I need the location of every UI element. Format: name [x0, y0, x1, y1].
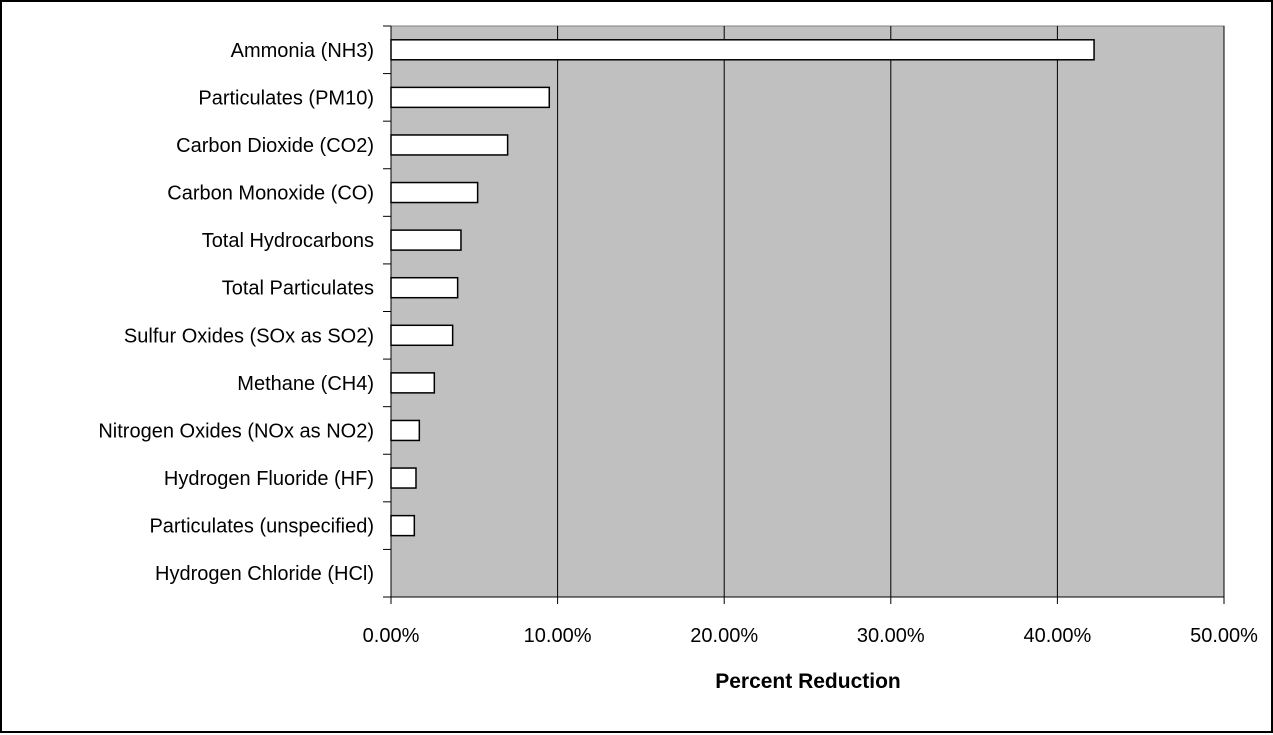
bar [390, 229, 462, 251]
bar [390, 134, 509, 156]
axes [383, 25, 1225, 604]
x-tick-labels: 0.00% 10.00% 20.00% 30.00% 40.00% 50.00% [363, 625, 1258, 647]
gridlines [557, 26, 1225, 597]
category-label: Particulates (unspecified) [149, 516, 374, 538]
x-axis-title: Percent Reduction [715, 670, 901, 693]
bar [390, 39, 1095, 61]
bar [390, 419, 421, 442]
bar [390, 514, 416, 537]
category-label: Total Particulates [222, 278, 374, 300]
bar [390, 86, 551, 109]
bar [390, 181, 479, 204]
category-label: Ammonia (NH3) [231, 40, 374, 62]
x-tick-label: 10.00% [524, 625, 592, 647]
category-label: Carbon Dioxide (CO2) [176, 135, 374, 157]
category-label: Carbon Monoxide (CO) [167, 183, 374, 205]
bar [390, 324, 454, 347]
x-tick-label: 40.00% [1023, 625, 1091, 647]
category-label: Sulfur Oxides (SOx as SO2) [124, 325, 374, 347]
category-label: Hydrogen Fluoride (HF) [164, 468, 374, 490]
bar [390, 276, 459, 299]
category-label: Methane (CH4) [237, 373, 374, 395]
category-label: Hydrogen Chloride (HCl) [155, 563, 374, 585]
category-labels: Ammonia (NH3) Particulates (PM10) Carbon D… [98, 40, 374, 585]
plot-area [390, 25, 1225, 598]
x-tick-label: 20.00% [690, 625, 758, 647]
bar [390, 372, 436, 394]
category-label: Particulates (PM10) [198, 87, 374, 109]
x-tick-label: 0.00% [363, 625, 420, 647]
bars [390, 39, 1095, 537]
x-tick-label: 50.00% [1190, 625, 1258, 647]
bar [390, 467, 417, 489]
category-label: Nitrogen Oxides (NOx as NO2) [98, 420, 374, 442]
x-tick-label: 30.00% [857, 625, 925, 647]
category-label: Total Hydrocarbons [202, 230, 374, 252]
